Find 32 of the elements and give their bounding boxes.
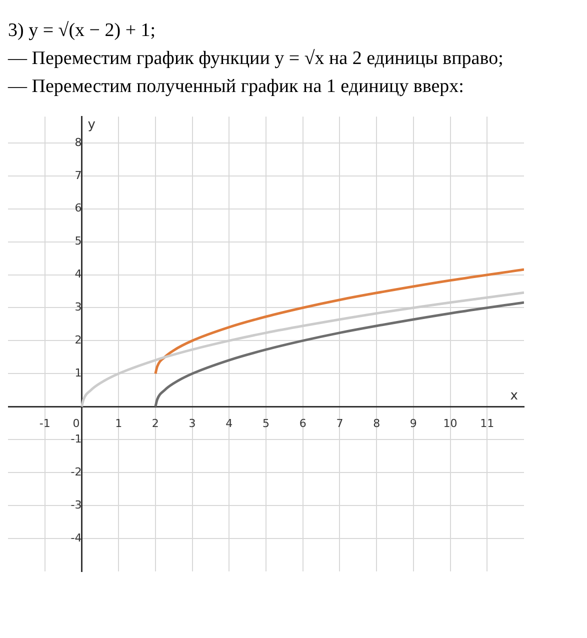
y-tick-label: 6 (74, 202, 82, 215)
y-tick-label: 4 (74, 268, 82, 281)
x-axis-title: x (510, 388, 518, 404)
chart-title: 3) y = √(x − 2) + 1; (8, 20, 157, 42)
x-tick-label: 9 (410, 417, 417, 430)
x-tick-label: 4 (226, 417, 233, 430)
y-tick-label: -1 (70, 432, 82, 446)
x-tick-label: 6 (299, 417, 306, 430)
x-tick-label: 7 (336, 417, 344, 430)
y-tick-label: -2 (70, 465, 82, 478)
y-tick-label: -3 (70, 498, 82, 512)
x-tick-label: 10 (443, 417, 458, 430)
y-tick-label: 1 (74, 366, 82, 380)
y-axis-title: y (88, 117, 96, 132)
line-series (154, 268, 524, 375)
x-tick-label: 2 (152, 417, 159, 430)
y-tick-label: 8 (74, 136, 82, 149)
y-tick-label: 7 (74, 168, 82, 182)
y-tick-label: 3 (74, 300, 82, 314)
x-tick-label: 0 (72, 417, 91, 430)
x-tick-label: 5 (262, 417, 270, 430)
x-tick-label: 1 (115, 417, 122, 430)
y-tick-label: 5 (74, 234, 82, 248)
y-tick-label: 2 (74, 334, 82, 347)
x-tick-label: 11 (480, 417, 494, 430)
x-tick-label: -1 (39, 417, 50, 430)
x-tick-label: 3 (188, 417, 196, 430)
x-tick-label: 8 (373, 417, 380, 430)
line-series (154, 301, 524, 408)
text: — Переместим график функции y = √x на 2 единицы вправо; (8, 48, 504, 70)
text: — Переместим полученный график на 1 единицу вверх: (8, 76, 465, 98)
y-tick-label: -4 (70, 531, 82, 544)
